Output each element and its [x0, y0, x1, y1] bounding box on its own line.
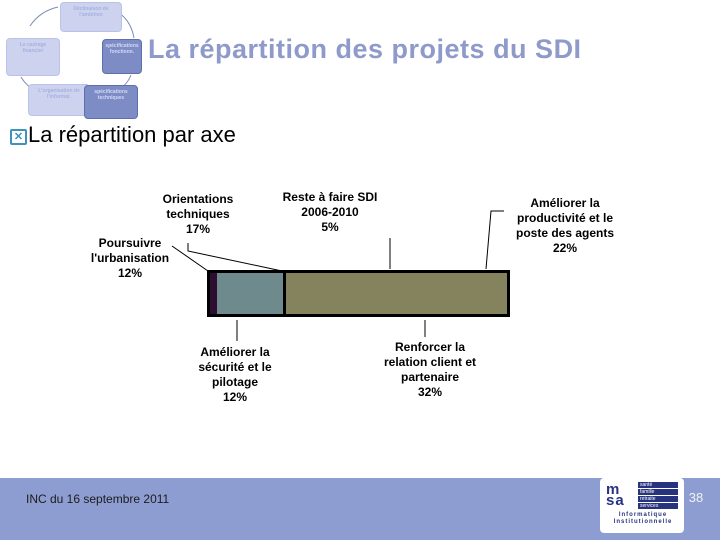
service-item: services	[638, 503, 678, 509]
msa-wordmark: m sa	[606, 481, 625, 509]
msa-logo: m sa santé famille retraite services Info…	[600, 478, 684, 533]
diagram-box-specifications-techniques: spécifications techniques	[84, 85, 138, 119]
stacked-bar	[207, 270, 510, 317]
callout-renforcer-relation-client: Renforcer la relation client et partenai…	[358, 340, 502, 400]
callout-text: Améliorer la sécurité et le pilotage	[198, 345, 272, 389]
slide-title: La répartition des projets du SDI	[148, 34, 582, 64]
bar-segment-khaki	[282, 273, 507, 314]
callout-ameliorer-securite-pilotage: Améliorer la sécurité et le pilotage 12%	[172, 345, 298, 405]
diagram-box-ambition: Déclinaison de l'ambition	[60, 2, 122, 32]
footer-band: INC du 16 septembre 2011 m sa santé famil…	[0, 478, 720, 540]
callout-text: Reste à faire SDI 2006-2010	[282, 190, 378, 219]
diagram-box-organisation-informatique: L'organisation de l'informat.	[28, 84, 90, 116]
service-item: retraite	[638, 496, 678, 502]
service-item: famille	[638, 489, 678, 495]
section-heading: La répartition par axe	[28, 122, 236, 147]
callout-poursuivre-urbanisation: Poursuivre l'urbanisation 12%	[68, 236, 192, 281]
callout-percent: 32%	[417, 385, 443, 399]
callout-text: Orientations techniques	[162, 192, 234, 221]
service-item: santé	[638, 482, 678, 488]
callout-percent: 12%	[117, 266, 143, 280]
diagram-box-specifications-fonctionnelles: spécifications fonctionn.	[102, 39, 142, 74]
callout-percent: 17%	[185, 222, 211, 236]
callout-reste-a-faire-sdi: Reste à faire SDI 2006-2010 5%	[262, 190, 398, 235]
callout-text: Améliorer la productivité et le poste de…	[515, 196, 615, 240]
msa-service-list: santé famille retraite services	[638, 482, 678, 510]
boxed-x-bullet-icon	[10, 128, 27, 145]
callout-text: Renforcer la relation client et partenai…	[383, 340, 477, 384]
diagram-box-cadrage-financier: Le cadrage financier	[6, 38, 60, 76]
footer-date-text: INC du 16 septembre 2011	[26, 492, 170, 506]
bar-segment-teal	[216, 273, 283, 314]
bar-segment-dark-purple	[210, 273, 217, 314]
callout-orientations-techniques: Orientations techniques 17%	[140, 192, 256, 237]
heading-row: La répartition par axe	[10, 122, 236, 148]
callout-percent: 5%	[321, 220, 339, 234]
process-cycle-diagram: Déclinaison de l'ambition Le cadrage fin…	[0, 0, 150, 125]
callout-percent: 12%	[222, 390, 248, 404]
callout-ameliorer-productivite: Améliorer la productivité et le poste de…	[488, 196, 642, 256]
callout-text: Poursuivre l'urbanisation	[90, 236, 170, 265]
logo-caption: Informatique Institutionnelle	[613, 512, 673, 525]
page-number: 38	[688, 490, 704, 505]
callout-percent: 22%	[552, 241, 578, 255]
